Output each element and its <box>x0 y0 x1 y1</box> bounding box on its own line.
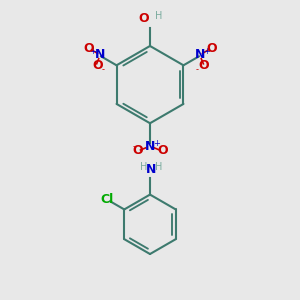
Text: N: N <box>94 48 105 62</box>
Text: O: O <box>83 42 94 55</box>
Text: -: - <box>132 142 135 152</box>
Text: -: - <box>196 65 199 74</box>
Text: H: H <box>155 11 163 21</box>
Text: O: O <box>139 12 149 25</box>
Text: N: N <box>146 163 157 176</box>
Text: -: - <box>102 65 105 74</box>
Text: O: O <box>132 144 143 158</box>
Text: O: O <box>198 59 209 72</box>
Text: O: O <box>157 144 168 158</box>
Text: Cl: Cl <box>100 193 114 206</box>
Text: N: N <box>195 48 206 62</box>
Text: +: + <box>203 46 210 56</box>
Text: N: N <box>145 140 155 153</box>
Text: +: + <box>89 46 96 56</box>
Text: O: O <box>92 59 103 72</box>
Text: H: H <box>154 162 162 172</box>
Text: +: + <box>153 139 160 148</box>
Text: H: H <box>140 162 147 172</box>
Text: O: O <box>206 42 217 55</box>
